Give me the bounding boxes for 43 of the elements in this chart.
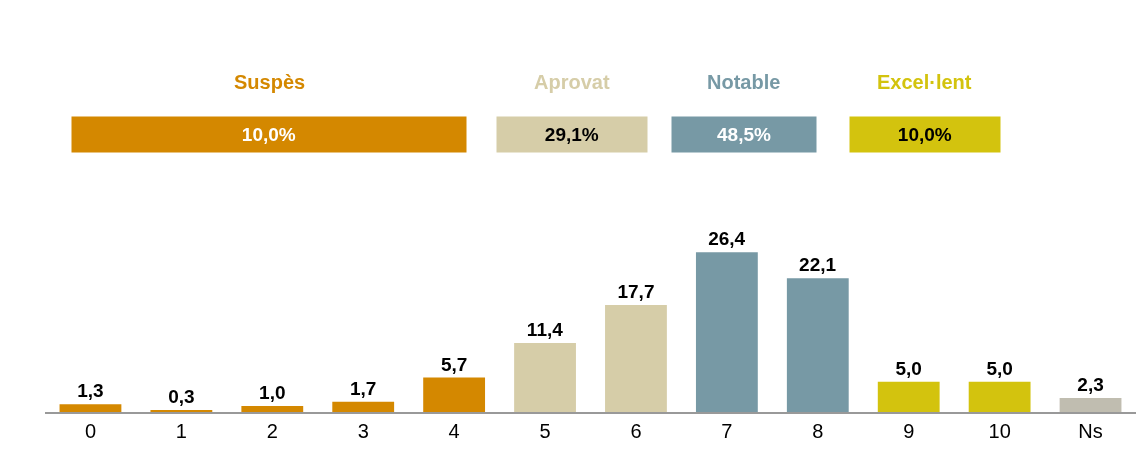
data-label: 17,7 <box>617 280 655 302</box>
text: Aprovat <box>534 71 610 93</box>
x-tick-label: 8 <box>812 420 824 442</box>
bar <box>514 343 576 412</box>
x-tick-label: 10 <box>988 420 1011 442</box>
x-tick-label: 0 <box>84 420 97 442</box>
data-label: 11,4 <box>526 319 564 341</box>
data-label: 5,0 <box>986 357 1013 379</box>
data-label: 5,7 <box>440 353 468 375</box>
data-label: 0,3 <box>168 386 195 407</box>
x-tick-label: 2 <box>266 420 278 442</box>
text: 10,0% <box>241 124 296 145</box>
bar <box>695 252 758 412</box>
data-label: 1,7 <box>350 377 377 399</box>
data-label: 1,3 <box>77 380 104 402</box>
x-tick-label: 7 <box>721 420 733 442</box>
text: Suspès <box>234 71 306 93</box>
data-label: 22,1 <box>799 254 837 276</box>
bar <box>241 405 304 412</box>
x-tick-label: Ns <box>1078 420 1103 442</box>
bar <box>786 278 849 412</box>
x-tick-label: 4 <box>448 420 460 442</box>
bar <box>59 404 122 412</box>
text: Excel·lent <box>877 71 972 93</box>
x-tick-label: 6 <box>630 420 642 442</box>
x-tick-label: 3 <box>357 420 369 442</box>
x-tick-label: 5 <box>539 420 551 442</box>
data-label: 1,0 <box>259 381 286 403</box>
x-tick-label: 9 <box>903 420 915 442</box>
bar <box>423 377 486 412</box>
text: 29,1% <box>544 124 599 145</box>
text: Notable <box>707 71 781 93</box>
bar <box>332 401 395 412</box>
bar <box>968 381 1031 412</box>
data-label: 2,3 <box>1077 374 1104 396</box>
text: 48,5% <box>717 124 771 145</box>
x-tick-label: 1 <box>175 420 187 442</box>
bar <box>605 304 667 412</box>
bar <box>1059 398 1122 412</box>
bar <box>877 381 940 412</box>
text: 10,0% <box>897 124 952 145</box>
data-label: 5,0 <box>895 357 922 379</box>
data-label: 26,4 <box>708 228 746 250</box>
